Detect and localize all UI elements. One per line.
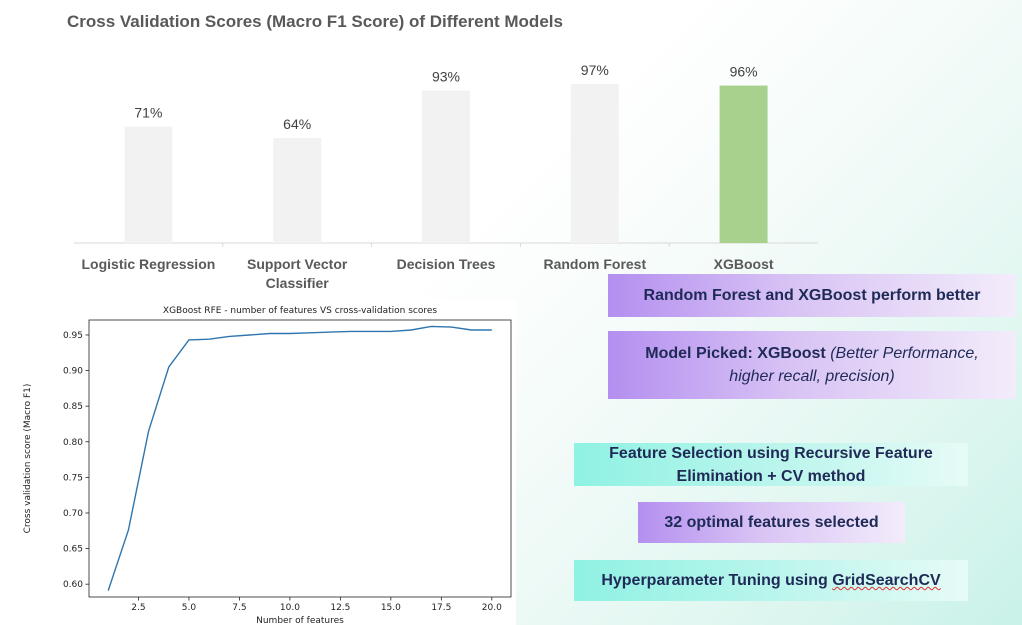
rfe-score-line bbox=[107, 325, 492, 591]
line-plot-frame bbox=[88, 319, 512, 598]
bar-category-label: XGBoost bbox=[713, 256, 774, 272]
bar-support-vector-classifier bbox=[273, 138, 322, 243]
y-tick-label: 0.60 bbox=[63, 580, 83, 590]
bar-value-label: 93% bbox=[432, 68, 460, 84]
x-tick-label: 2.5 bbox=[131, 603, 145, 613]
y-tick-label: 0.95 bbox=[63, 331, 83, 341]
bar-decision-trees bbox=[422, 90, 470, 243]
y-tick-label: 0.65 bbox=[63, 545, 83, 555]
callout-hyperparameter-tuning: Hyperparameter Tuning using GridSearchCV bbox=[574, 560, 968, 601]
line-chart-title: XGBoost RFE - number of features VS cros… bbox=[163, 306, 437, 316]
y-tick-label: 0.70 bbox=[63, 509, 83, 519]
y-tick-label: 0.90 bbox=[63, 367, 83, 377]
bar-xgboost bbox=[719, 85, 768, 243]
y-tick-label: 0.80 bbox=[63, 438, 83, 448]
x-axis-label: Number of features bbox=[256, 616, 344, 625]
rfe-line-chart: XGBoost RFE - number of features VS cros… bbox=[23, 306, 512, 625]
x-tick-label: 12.5 bbox=[330, 603, 350, 613]
x-tick-label: 15.0 bbox=[381, 603, 401, 613]
bar-value-label: 96% bbox=[730, 64, 758, 80]
bar-random-forest bbox=[570, 83, 619, 243]
tuning-method-text: GridSearchCV bbox=[832, 572, 941, 589]
rfe-line-chart-panel: XGBoost RFE - number of features VS cros… bbox=[16, 300, 516, 625]
bar-value-label: 71% bbox=[134, 105, 162, 121]
bar-value-label: 64% bbox=[283, 116, 311, 132]
x-tick-label: 10.0 bbox=[280, 603, 300, 613]
tuning-prefix-text: Hyperparameter Tuning using bbox=[601, 572, 833, 589]
bar-value-label: 97% bbox=[581, 62, 609, 78]
bar-logistic-regression bbox=[124, 126, 173, 243]
model-picked-label: Model Picked: XGBoost bbox=[645, 345, 826, 362]
callout-model-picked: Model Picked: XGBoost (Better Performanc… bbox=[608, 331, 1016, 399]
y-tick-label: 0.85 bbox=[63, 402, 83, 412]
callout-better-models: Random Forest and XGBoost perform better bbox=[608, 274, 1016, 317]
y-axis-label: Cross validation score (Macro F1) bbox=[23, 384, 33, 534]
feature-selection-text: Feature Selection using Recursive Featur… bbox=[609, 444, 933, 485]
model-picked-note: (Better Performance, higher recall, prec… bbox=[729, 345, 979, 385]
x-tick-label: 20.0 bbox=[482, 603, 502, 613]
bar-category-label: Random Forest bbox=[543, 256, 647, 272]
bar-chart: 71% 64% 93% 97% 96% bbox=[74, 62, 818, 247]
callout-feature-selection: Feature Selection using Recursive Featur… bbox=[574, 443, 968, 486]
x-tick-label: 5.0 bbox=[182, 603, 197, 613]
y-tick-label: 0.75 bbox=[63, 473, 83, 483]
bar-category-label: Logistic Regression bbox=[81, 256, 216, 272]
x-tick-label: 17.5 bbox=[431, 603, 451, 613]
x-tick-label: 7.5 bbox=[232, 603, 246, 613]
callout-better-models-text: Random Forest and XGBoost perform better bbox=[643, 287, 981, 304]
optimal-features-text: 32 optimal features selected bbox=[664, 514, 879, 531]
bar-category-label: Support Vector Classifier bbox=[247, 256, 348, 291]
callout-optimal-features: 32 optimal features selected bbox=[638, 502, 905, 543]
bar-chart-title: Cross Validation Scores (Macro F1 Score)… bbox=[67, 12, 563, 31]
bar-category-label: Decision Trees bbox=[396, 256, 496, 272]
